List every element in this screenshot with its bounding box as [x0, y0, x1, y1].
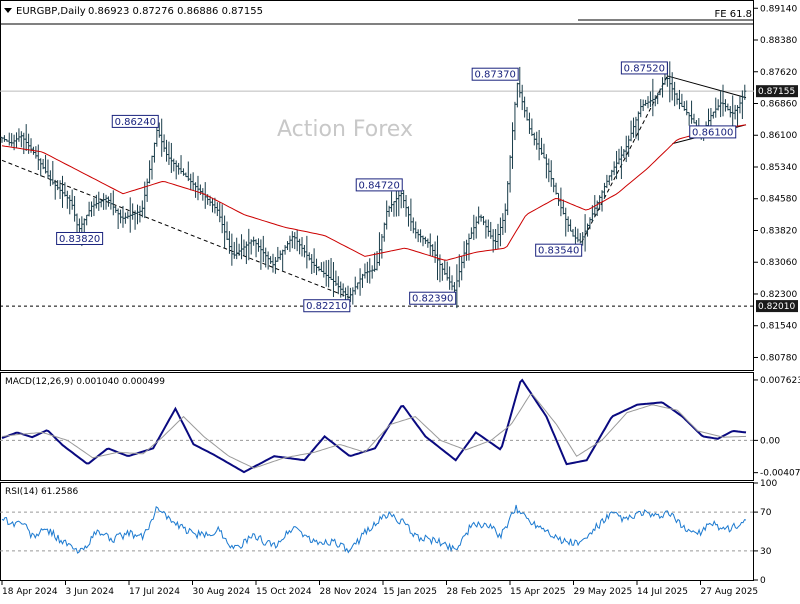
price-tick-label: 0.83060 [760, 258, 797, 268]
price-tick-label: 0.87620 [760, 68, 797, 78]
current-price-label: 0.87155 [758, 87, 795, 97]
x-tick-label: 15 Apr 2025 [510, 587, 566, 597]
watermark: Action Forex [277, 117, 413, 142]
price-panel-frame [0, 0, 754, 371]
macd-panel-frame [0, 372, 754, 481]
moving-average-line [1, 124, 747, 261]
price-tick-label: 0.82300 [760, 290, 797, 300]
rsi-panel-frame [0, 482, 754, 581]
rsi-tick-label: 0 [760, 576, 766, 586]
x-tick-label: 18 Apr 2024 [2, 587, 58, 597]
x-tick-label: 15 Jan 2025 [383, 587, 437, 597]
price-label-box [620, 61, 668, 75]
x-tick-label: 28 Nov 2024 [320, 587, 378, 597]
macd-tick-label: 0.007623 [760, 376, 800, 386]
price-tick-label: 0.88380 [760, 36, 797, 46]
x-tick-label: 27 Aug 2025 [701, 587, 759, 597]
price-label: 0.84720 [359, 180, 400, 191]
trendline [1, 159, 350, 299]
macd-tick-label: -0.004073 [760, 469, 800, 479]
x-tick-label: 17 Jul 2024 [129, 587, 180, 597]
price-tick-label: 0.83820 [760, 226, 797, 236]
support-price-label: 0.82010 [758, 302, 795, 312]
current-price-tag [756, 85, 798, 98]
trendline [667, 75, 747, 99]
macd-line [1, 378, 747, 474]
x-tick-label: 30 Aug 2024 [193, 587, 251, 597]
price-label: 0.87370 [474, 70, 515, 81]
price-label: 0.86240 [115, 117, 156, 128]
rsi-tick-label: 70 [760, 508, 772, 518]
price-tick-label: 0.84580 [760, 195, 797, 205]
price-label: 0.82390 [412, 294, 453, 305]
price-label-box [111, 114, 159, 128]
x-tick-label: 3 Jun 2024 [66, 587, 115, 597]
support-price-tag [756, 300, 798, 313]
macd-title: MACD(12,26,9) 0.001040 0.000499 [5, 377, 165, 387]
price-label: 0.82210 [306, 301, 347, 312]
rsi-line [1, 504, 747, 554]
price-label-box [409, 291, 457, 305]
price-tick-label: 0.81540 [760, 322, 797, 332]
price-label-box [535, 243, 583, 257]
symbol-title: EURGBP,Daily [16, 6, 86, 17]
price-label-box [303, 299, 351, 313]
price-label: 0.86100 [692, 127, 733, 138]
x-tick-label: 15 Oct 2024 [256, 587, 312, 597]
rsi-title: RSI(14) 61.2586 [5, 487, 78, 497]
collapse-arrow-icon[interactable] [4, 8, 12, 13]
price-tick-label: 0.85340 [760, 163, 797, 173]
price-tick-label: 0.80780 [760, 353, 797, 363]
price-label: 0.83820 [59, 234, 100, 245]
rsi-tick-label: 30 [760, 547, 772, 557]
x-tick-label: 14 Jul 2025 [637, 587, 688, 597]
price-tick-label: 0.86860 [760, 100, 797, 110]
ohlc-values: 0.86923 0.87276 0.86886 0.87155 [88, 6, 263, 17]
macd-tick-label: 0.00 [760, 436, 780, 446]
price-label-box [355, 178, 403, 192]
price-label-box [689, 125, 737, 139]
price-label: 0.87520 [624, 63, 665, 74]
fe-label: FE 61.8 [714, 9, 752, 20]
signal-line [1, 393, 747, 469]
price-tick-label: 0.89140 [760, 4, 797, 14]
x-tick-label: 28 Feb 2025 [447, 587, 503, 597]
rsi-tick-label: 100 [760, 479, 777, 489]
x-tick-label: 29 May 2025 [574, 587, 633, 597]
price-tick-label: 0.86100 [760, 131, 797, 141]
price-label-box [471, 67, 519, 81]
price-label-box [56, 231, 104, 245]
price-label: 0.83540 [538, 246, 579, 257]
